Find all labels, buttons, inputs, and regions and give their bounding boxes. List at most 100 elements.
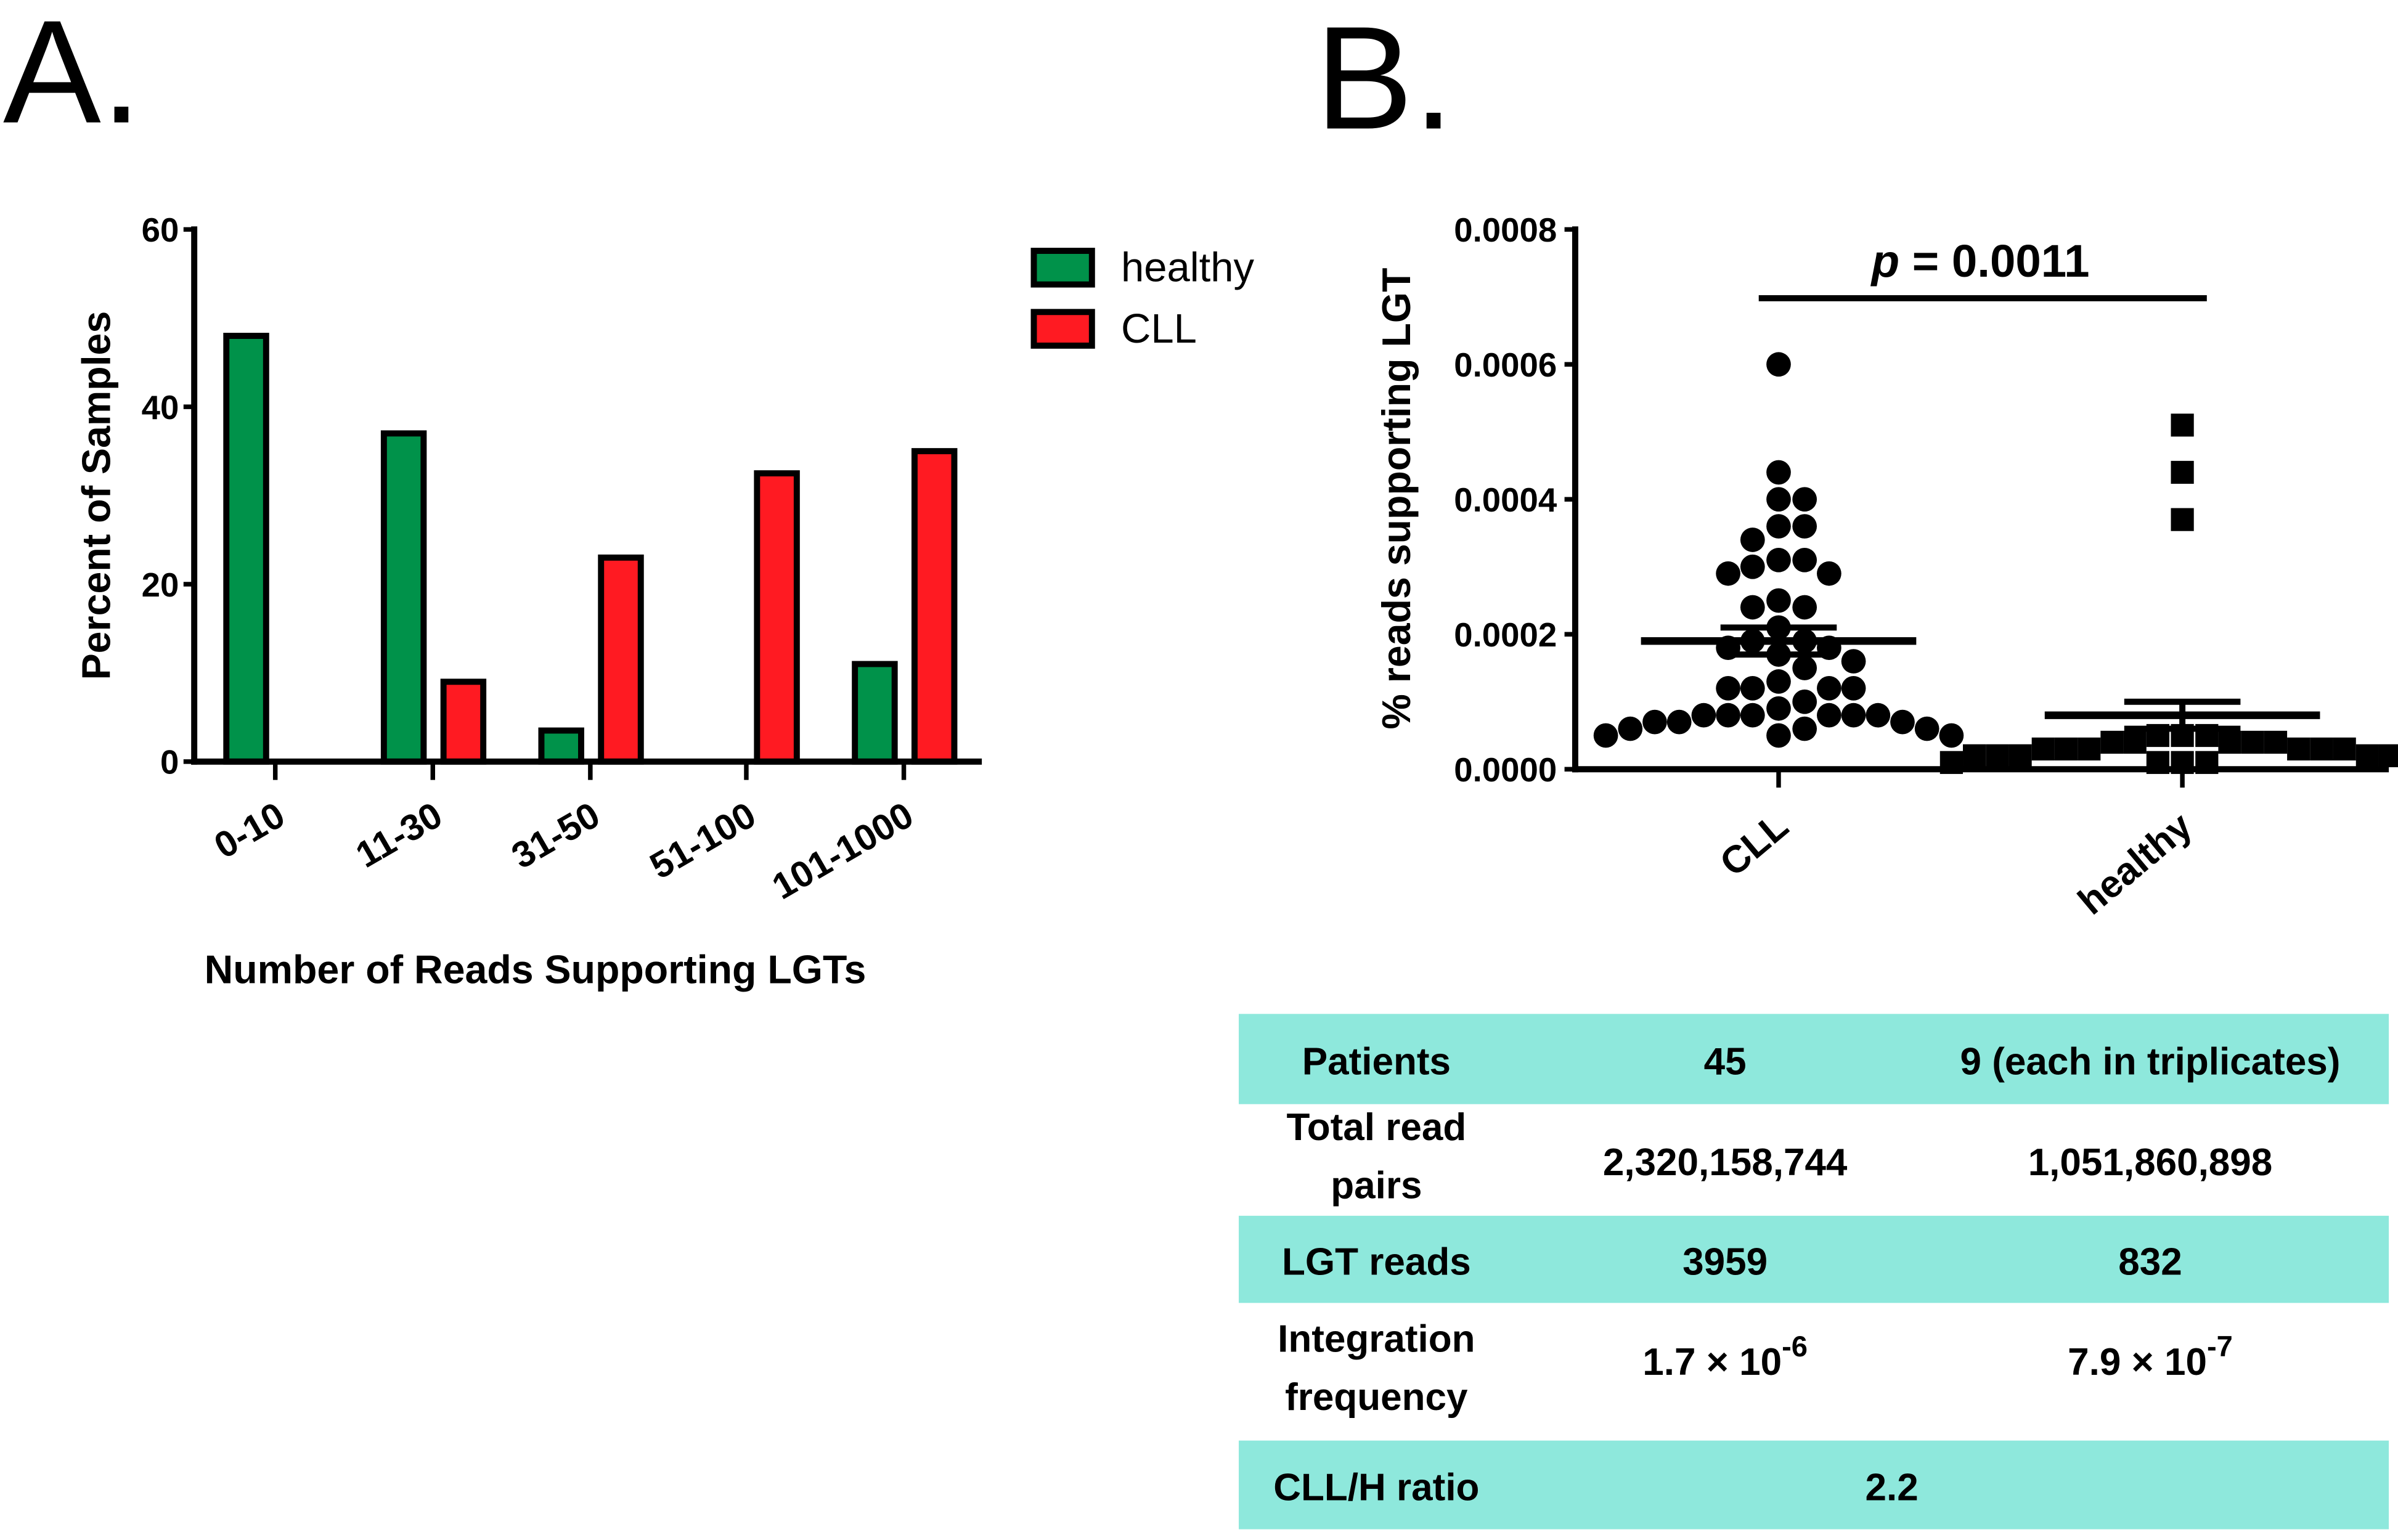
bar-chart: 0 20 40 60 0-10 11-30 31-50 51-100 101-1000 Perce… [75,211,1255,992]
x-tick-label: 31-50 [505,794,606,876]
data-point-cll [1740,528,1765,552]
data-point-cll [1792,487,1817,512]
data-point-cll [1740,676,1765,701]
y-tick-label: 0.0008 [1454,211,1557,249]
data-point-healthy [2009,744,2032,767]
data-point-cll [1792,514,1817,539]
bar-cll [911,448,958,765]
data-point-cll [1716,676,1740,701]
table-row-shading [1239,1440,2389,1530]
data-point-cll [1666,709,1692,735]
cell-healthy: 832 [2118,1241,2182,1283]
row-label: Total read [1286,1106,1466,1149]
y-tick-label: 0 [160,744,179,781]
p-value: = 0.0011 [1899,235,2089,287]
data-point-cll [1740,595,1765,620]
data-point-cll [1939,723,1964,748]
data-point-healthy [2218,730,2241,754]
data-point-cll [1841,703,1866,728]
y-tick-label: 0.0004 [1454,481,1557,519]
data-point-cll [1766,514,1791,539]
bar-cll [598,554,644,765]
cell-cll: 1.7 × 10-6 [1642,1330,1808,1383]
data-point-cll [1841,676,1866,701]
data-point-cll [1841,649,1866,674]
p-value-annotation: p = 0.0011 [1870,235,2090,287]
y-tick-label: 0.0002 [1454,616,1557,654]
data-point-cll [1618,716,1643,741]
x-tick-label: 0-10 [207,794,292,866]
cell-value: 3959 [1682,1241,1768,1283]
data-point-cll [1792,656,1817,680]
legend-swatch-healthy [1030,248,1095,288]
data-point-cll [1593,723,1618,748]
table-row-shading [1239,1215,2389,1303]
cell-value: 9 (each in triplicates) [1960,1040,2341,1083]
x-tick-label: 11-30 [349,794,449,876]
cell-value: 1.7 × 10 [1642,1341,1782,1383]
table-row-shading [1239,1014,2389,1104]
data-point-healthy [2171,508,2194,531]
data-point-healthy [2355,744,2379,767]
data-point-cll [1792,595,1817,620]
x-tick-label: CLL [1712,804,1796,884]
data-point-healthy [2054,737,2078,761]
data-point-healthy [2031,737,2055,761]
data-point-cll [1890,709,1915,735]
data-point-healthy [2264,730,2288,754]
cell-cll: 2,320,158,744 [1603,1141,1848,1184]
y-tick-label: 0.0000 [1454,751,1557,789]
cell-value: 1,051,860,898 [2028,1141,2273,1184]
row-label: LGT reads [1282,1241,1471,1283]
data-point-cll [1792,716,1817,741]
row-label: CLL/H ratio [1273,1466,1479,1509]
data-point-healthy [2310,737,2333,761]
x-tick-label: healthy [2070,804,2200,923]
data-point-cll [1792,547,1817,572]
data-point-cll [1642,709,1667,735]
data-point-cll [1817,676,1841,701]
data-point-healthy [1986,744,2009,767]
cell-healthy: 7.9 × 10-7 [2068,1330,2233,1383]
data-point-healthy [2241,730,2264,754]
bar-cll [440,678,487,765]
cell-value: 7.9 × 10 [2068,1341,2207,1383]
cell-healthy: 1,051,860,898 [2028,1141,2273,1184]
data-point-cll [1866,703,1891,728]
bar-healthy [852,661,898,765]
cell-value: 2,320,158,744 [1603,1141,1848,1184]
row-label: Patients [1302,1040,1451,1083]
data-point-cll [1691,703,1716,728]
y-tick-label: 0.0006 [1454,346,1557,384]
y-axis-label: Percent of Samples [75,311,119,680]
cell-healthy: 9 (each in triplicates) [1960,1040,2341,1083]
row-label: frequency [1285,1376,1468,1419]
data-point-cll [1792,689,1817,714]
x-tick-label: 101-1000 [765,794,920,907]
data-point-cll [1740,703,1765,728]
cell-exponent: -7 [2207,1330,2233,1363]
panel-a-label: A. [3,0,142,154]
data-point-cll [1716,561,1740,586]
data-point-healthy [2123,730,2147,754]
data-point-healthy [2287,737,2310,761]
y-axis-label: % reads supporting LGT [1374,268,1419,730]
data-point-cll [1740,554,1765,579]
legend-label: healthy [1121,245,1255,291]
data-point-cll [1766,460,1791,485]
data-point-healthy [2171,414,2194,437]
row-label: Integration [1278,1318,1475,1361]
data-point-cll [1716,703,1740,728]
cell-value: 832 [2118,1241,2182,1283]
bar-cll [754,470,800,765]
p-symbol: p [1870,235,1899,287]
data-point-cll [1766,723,1791,748]
data-point-healthy [1963,744,1986,767]
data-point-healthy [2378,744,2398,767]
data-point-cll [1766,487,1791,512]
cell-merged: 2.2 [1866,1466,1919,1509]
y-tick-label: 20 [142,566,179,604]
legend-swatch-cll [1030,309,1095,349]
data-point-cll [1766,696,1791,721]
